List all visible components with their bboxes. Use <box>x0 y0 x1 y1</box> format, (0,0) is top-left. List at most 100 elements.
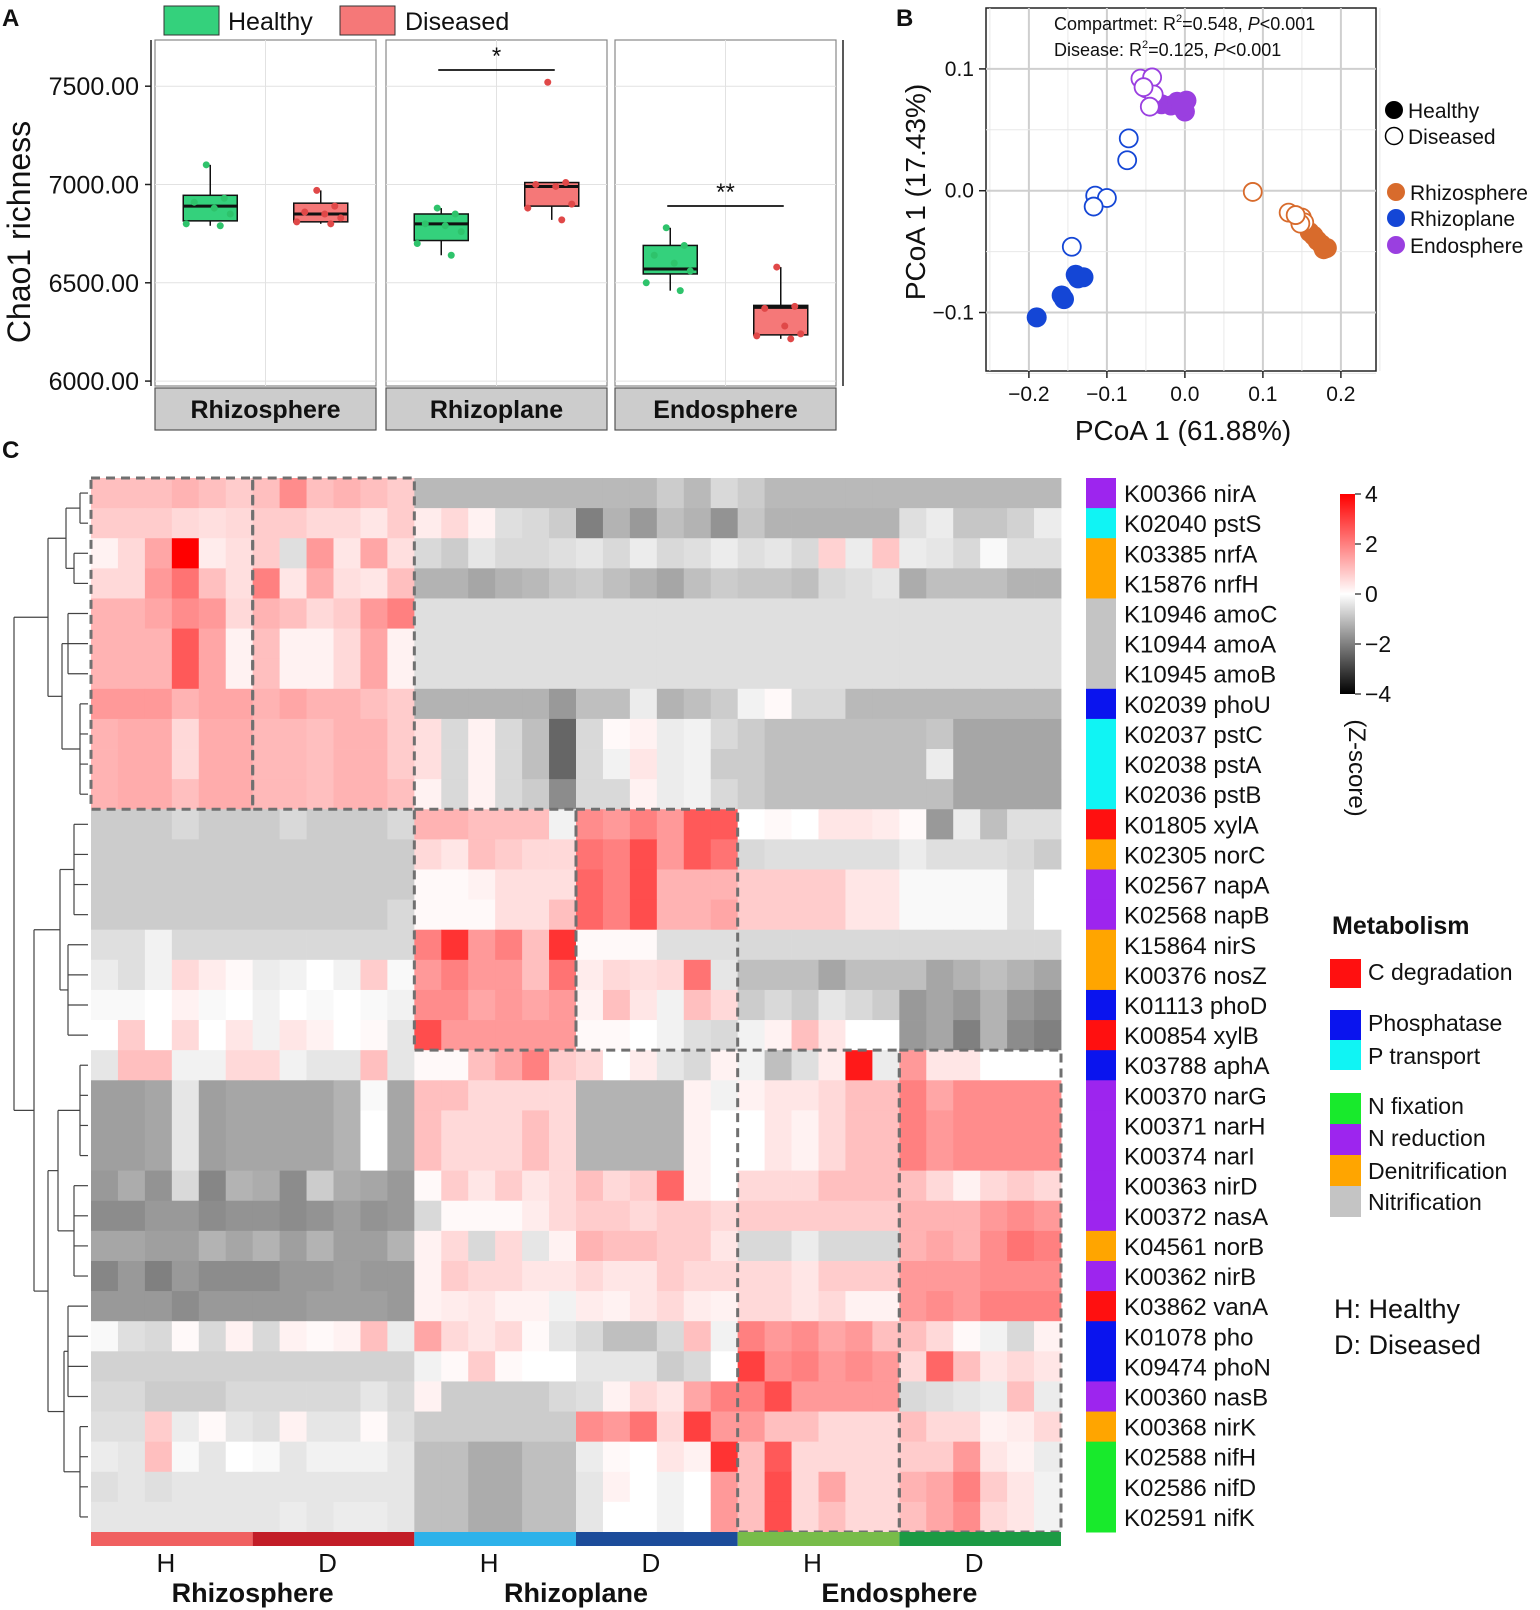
row-label: K03385 nrfA <box>1124 541 1257 568</box>
legend-rhizoplane-label: Rhizoplane <box>1410 208 1515 231</box>
legend-n-fixation-label: N fixation <box>1368 1093 1464 1119</box>
heatmap-cell <box>495 538 523 569</box>
heatmap-cell <box>872 749 900 780</box>
heatmap-cell <box>198 1321 227 1352</box>
heatmap-cell <box>468 1321 496 1352</box>
heatmap-cell <box>872 1321 900 1352</box>
heatmap-cell <box>576 658 604 690</box>
point-endosphere-diseased <box>1139 96 1160 117</box>
heatmap-cell <box>360 1321 388 1352</box>
heatmap-cell <box>333 1291 361 1322</box>
heatmap-cell <box>522 1260 550 1292</box>
heatmap-cell <box>1007 598 1035 629</box>
heatmap-cell <box>899 809 927 840</box>
heatmap-cell <box>333 478 361 509</box>
heatmap-cell <box>333 1170 361 1202</box>
point-rhizoplane-diseased <box>1118 128 1139 149</box>
heatmap-cell <box>899 1411 927 1443</box>
cluster-box <box>412 807 578 1052</box>
box-healthy <box>413 213 469 242</box>
heatmap-cell <box>333 1200 361 1232</box>
heatmap-cell <box>225 929 254 961</box>
heatmap-cell <box>225 989 254 1021</box>
heatmap-cell <box>387 1260 415 1292</box>
heatmap-cell <box>198 989 227 1021</box>
y-tick-label: 6000.00 <box>49 368 139 396</box>
heatmap-cell <box>872 1230 900 1262</box>
heatmap-cell <box>845 1050 873 1081</box>
heatmap-cell <box>225 1471 254 1503</box>
heatmap-cell <box>710 1020 739 1051</box>
heatmap-cell <box>306 1050 334 1081</box>
heatmap-cell <box>683 508 712 539</box>
heatmap-cell <box>171 688 200 720</box>
heatmap-cell <box>602 749 631 780</box>
heatmap-cell <box>333 718 361 750</box>
point-rhizosphere-diseased <box>1285 205 1306 225</box>
heatmap-cell <box>441 688 469 720</box>
heatmap-cell <box>818 779 846 810</box>
heatmap-cell <box>144 749 173 780</box>
heatmap-cell <box>441 628 469 660</box>
heatmap-cell <box>980 508 1008 539</box>
heatmap-cell <box>414 538 442 569</box>
heatmap-cell <box>252 1110 281 1141</box>
heatmap-cell <box>468 1170 496 1202</box>
heatmap-cell <box>495 959 523 991</box>
heatmap-cell <box>899 1351 927 1382</box>
heatmap-cell <box>171 1351 200 1382</box>
heatmap-cell <box>710 1170 739 1202</box>
heatmap-cell <box>737 1291 766 1322</box>
heatmap-cell <box>279 749 307 780</box>
data-point <box>791 302 799 310</box>
row-label: K03788 aphA <box>1124 1053 1269 1080</box>
sidebar-cell-n-reduction <box>1086 1260 1116 1292</box>
heatmap-cell <box>468 718 496 750</box>
heatmap-cell <box>656 1471 685 1503</box>
heatmap-cell <box>629 1170 658 1202</box>
heatmap-cell <box>1034 1471 1062 1503</box>
heatmap-cell <box>710 869 739 900</box>
heatmap-cell <box>441 1140 469 1172</box>
heatmap-cell <box>710 1080 739 1111</box>
heatmap-cell <box>117 989 146 1021</box>
heatmap-cell <box>710 1381 739 1412</box>
heatmap-cell <box>872 478 900 509</box>
heatmap-cell <box>845 839 873 870</box>
heatmap-cell <box>656 899 685 931</box>
heatmap-cell <box>1034 1411 1062 1443</box>
sidebar-cell-n-reduction <box>1086 1381 1116 1413</box>
heatmap-cell <box>845 1441 873 1473</box>
heatmap-cell <box>387 1110 415 1141</box>
heatmap-cell <box>899 1441 927 1473</box>
heatmap-cell <box>576 688 604 720</box>
heatmap-cell <box>602 899 631 931</box>
heatmap-cell <box>980 1260 1008 1292</box>
heatmap-cell <box>764 1050 792 1081</box>
heatmap-cell <box>252 1411 281 1443</box>
heatmap-cell <box>279 478 307 509</box>
heatmap-cell <box>279 1381 307 1412</box>
heatmap-cell <box>306 869 334 900</box>
heatmap-cell <box>764 568 792 599</box>
heatmap-cell <box>387 839 415 870</box>
y-tick-label: −0.1 <box>933 302 974 325</box>
heatmap-cell <box>683 568 712 599</box>
heatmap-cell <box>549 538 577 569</box>
heatmap-cell <box>1007 839 1035 870</box>
row-label: K03862 vanA <box>1124 1294 1268 1321</box>
heatmap-cell <box>333 1471 361 1503</box>
heatmap-cell <box>1007 568 1035 599</box>
heatmap-cell <box>818 869 846 900</box>
heatmap-cell <box>333 1260 361 1292</box>
heatmap-cell <box>171 1441 200 1473</box>
heatmap-cell <box>1034 1501 1062 1533</box>
heatmap-cell <box>117 899 146 931</box>
heatmap-cell <box>1007 1080 1035 1111</box>
heatmap-cell <box>629 628 658 660</box>
heatmap-cell <box>953 628 981 660</box>
heatmap-cell <box>980 1291 1008 1322</box>
heatmap-cell <box>980 1321 1008 1352</box>
heatmap-cell <box>926 1140 954 1172</box>
sidebar-cell-n-fixation <box>1086 1471 1116 1503</box>
